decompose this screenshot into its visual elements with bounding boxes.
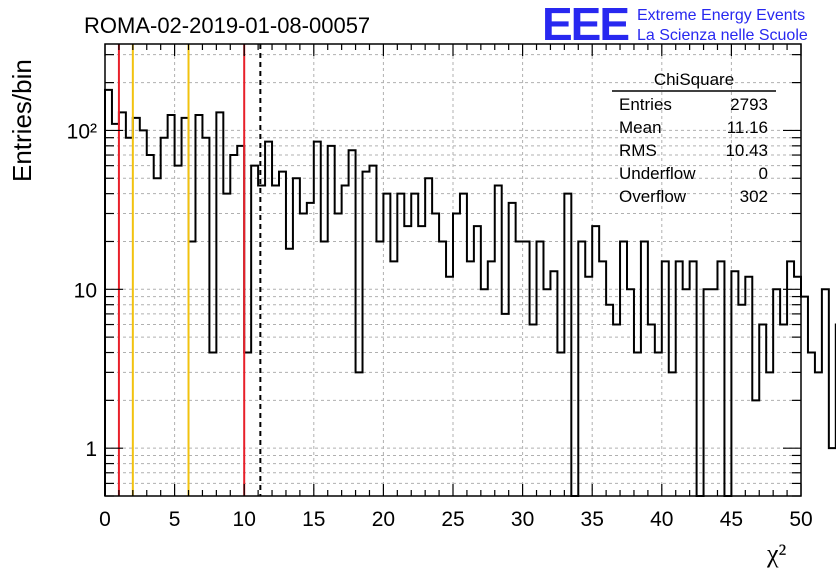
y-tick-label: 1 [85, 438, 97, 461]
chart-title: ROMA-02-2019-01-08-00057 [84, 13, 370, 38]
x-tick-label: 45 [720, 508, 743, 531]
stats-box: ChiSquare Entries 2793 Mean 11.16 RMS 10… [612, 70, 776, 206]
stats-value-rms: 10.43 [725, 141, 768, 160]
logo-letters: EEE [542, 0, 628, 50]
stats-label-underflow: Underflow [619, 164, 696, 183]
eee-logo: EEE Extreme Energy Events La Scienza nel… [542, 0, 808, 50]
x-axis-label: χ² [766, 539, 787, 568]
x-tick-label: 30 [511, 508, 534, 531]
y-tick-label: 10 [74, 279, 97, 302]
y-axis-label: Entries/bin [7, 59, 37, 182]
x-tick-label: 15 [302, 508, 325, 531]
logo-line-2: La Scienza nelle Scuole [637, 27, 808, 44]
x-tick-label: 25 [441, 508, 464, 531]
x-tick-label: 40 [650, 508, 673, 531]
stats-value-mean: 11.16 [727, 118, 768, 137]
logo-line-1: Extreme Energy Events [637, 7, 805, 24]
stats-label-entries: Entries [619, 95, 672, 114]
y-tick-label: 10² [67, 120, 97, 143]
x-tick-label: 0 [99, 508, 111, 531]
stats-value-overflow: 302 [740, 187, 768, 206]
stats-value-underflow: 0 [759, 164, 768, 183]
x-tick-label: 50 [789, 508, 812, 531]
plot-area: 0 5 10 15 20 25 30 35 40 45 50 1 10 10² [67, 43, 836, 531]
x-tick-label: 20 [372, 508, 395, 531]
stats-title: ChiSquare [654, 70, 734, 89]
stats-label-mean: Mean [619, 118, 662, 137]
stats-label-rms: RMS [619, 141, 657, 160]
histogram-outline [104, 88, 836, 497]
stats-value-entries: 2793 [730, 95, 768, 114]
stats-label-overflow: Overflow [619, 187, 687, 206]
x-tick-label: 10 [233, 508, 256, 531]
x-tick-label: 5 [169, 508, 181, 531]
x-tick-label: 35 [581, 508, 604, 531]
